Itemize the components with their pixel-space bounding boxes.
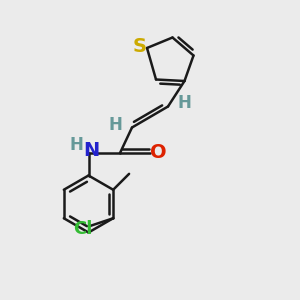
Text: O: O <box>150 143 167 162</box>
Text: Cl: Cl <box>73 220 93 238</box>
Text: H: H <box>178 94 191 112</box>
Text: N: N <box>83 141 99 160</box>
Text: H: H <box>109 116 122 134</box>
Text: H: H <box>70 136 83 154</box>
Text: S: S <box>133 37 146 56</box>
